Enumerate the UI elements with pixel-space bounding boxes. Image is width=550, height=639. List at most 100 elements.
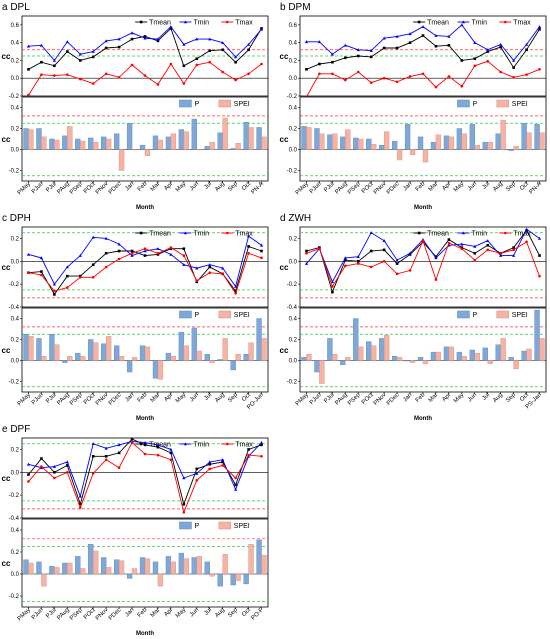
x-tick-label: Jul <box>203 392 213 402</box>
x-tick-label: PMay <box>17 607 32 622</box>
bar-spei <box>157 573 164 587</box>
x-tick-label: Sep <box>505 392 517 404</box>
y-tick-label: -0.2 <box>9 493 20 499</box>
x-tick-label: PDec <box>386 181 401 196</box>
point-tmax <box>538 274 541 278</box>
point-tmax <box>408 75 412 78</box>
legend-label: Tmax <box>235 442 253 449</box>
point-tmin <box>499 253 503 257</box>
point-tmin <box>221 458 225 462</box>
point-tmin <box>537 25 542 28</box>
bar-p <box>62 562 68 575</box>
point-tmax <box>538 68 541 71</box>
point-tmin <box>78 52 82 56</box>
legend-label: P <box>472 101 477 108</box>
x-tick-label: PAug <box>334 181 348 195</box>
bar-spei <box>196 350 202 361</box>
point-tmean <box>66 464 69 467</box>
point-tmean <box>305 68 308 71</box>
y-tick-label: 0.2 <box>11 58 20 64</box>
point-tmax <box>27 93 30 97</box>
bar-spei <box>41 136 47 150</box>
x-tick-label: Jan <box>124 181 135 192</box>
bar-section: -0.2 0.0 0.2 0.4 cc P SPEI <box>2 96 269 182</box>
point-tmin <box>330 52 334 56</box>
bar-spei <box>157 139 164 150</box>
point-tmin <box>524 42 529 46</box>
point-tmax <box>104 458 108 462</box>
point-tmean <box>356 54 360 58</box>
bar-p <box>495 344 501 361</box>
y-tick-label: 0.2 <box>11 338 20 344</box>
point-tmin <box>304 40 309 44</box>
y-axis-label: cc <box>280 52 289 61</box>
bar-p <box>139 557 146 575</box>
bar-spei <box>371 144 377 150</box>
x-tick-label: PSep <box>69 181 84 196</box>
bar-spei <box>196 149 202 151</box>
legend-marker <box>461 20 466 24</box>
x-tick-label: PAug <box>56 607 70 621</box>
x-axis-label: Month <box>136 205 154 211</box>
point-tmin <box>234 55 238 59</box>
y-tick-label: 0.0 <box>11 359 20 365</box>
x-tick-label: PNov <box>95 181 110 196</box>
bar-p <box>36 561 42 575</box>
x-tick-label: May <box>453 392 465 404</box>
point-tmax <box>27 480 30 483</box>
point-tmax <box>130 441 134 444</box>
bar-spei <box>261 555 267 575</box>
x-tick-label: Apr <box>163 181 174 192</box>
plot-frame <box>21 96 269 182</box>
bar-spei <box>448 136 455 150</box>
point-tmax <box>143 452 147 456</box>
point-tmin <box>169 447 173 451</box>
bar-spei <box>261 136 267 150</box>
bar-spei <box>500 338 506 361</box>
point-tmin <box>143 36 147 40</box>
point-tmin <box>524 227 529 231</box>
point-tmin <box>143 249 147 253</box>
bar-p <box>75 352 81 361</box>
point-tmax <box>421 72 425 76</box>
bar-p <box>430 351 437 361</box>
x-tick-label: Oct <box>241 607 252 618</box>
bar-p <box>101 136 107 150</box>
point-tmax <box>486 60 490 63</box>
x-tick-label: Feb <box>415 392 427 404</box>
legend-marker <box>183 442 188 446</box>
point-tmin <box>39 43 44 47</box>
point-tmax <box>66 286 69 289</box>
x-tick-label: PMay <box>17 392 32 407</box>
legend-label: Tmean <box>149 442 171 449</box>
point-tmin <box>182 263 186 267</box>
legend-swatch <box>496 99 510 108</box>
point-tmean <box>486 243 490 247</box>
point-tmax <box>66 73 69 76</box>
point-tmean <box>221 48 224 52</box>
bar-p <box>36 128 42 150</box>
bar-spei <box>183 131 189 150</box>
y-tick-label: 0.4 <box>11 106 20 112</box>
point-tmax <box>382 259 386 263</box>
point-tmean <box>66 274 69 278</box>
point-tmean <box>130 249 134 253</box>
bar-p <box>404 124 411 150</box>
x-tick-label: May <box>453 181 465 193</box>
bar-spei <box>80 356 86 361</box>
bar-spei <box>118 149 125 171</box>
bar-spei <box>183 558 189 575</box>
y-tick-label: -0.2 <box>287 94 298 100</box>
point-tmean <box>460 59 464 62</box>
y-axis-label: cc <box>2 559 11 568</box>
point-tmean <box>143 254 147 257</box>
point-tmin <box>39 256 44 260</box>
bar-p <box>508 357 514 361</box>
bar-p <box>243 121 249 150</box>
point-tmean <box>382 248 386 252</box>
legend-marker <box>139 231 143 235</box>
point-tmean <box>104 46 108 50</box>
bar-spei <box>209 573 215 577</box>
bar-spei <box>332 353 338 361</box>
